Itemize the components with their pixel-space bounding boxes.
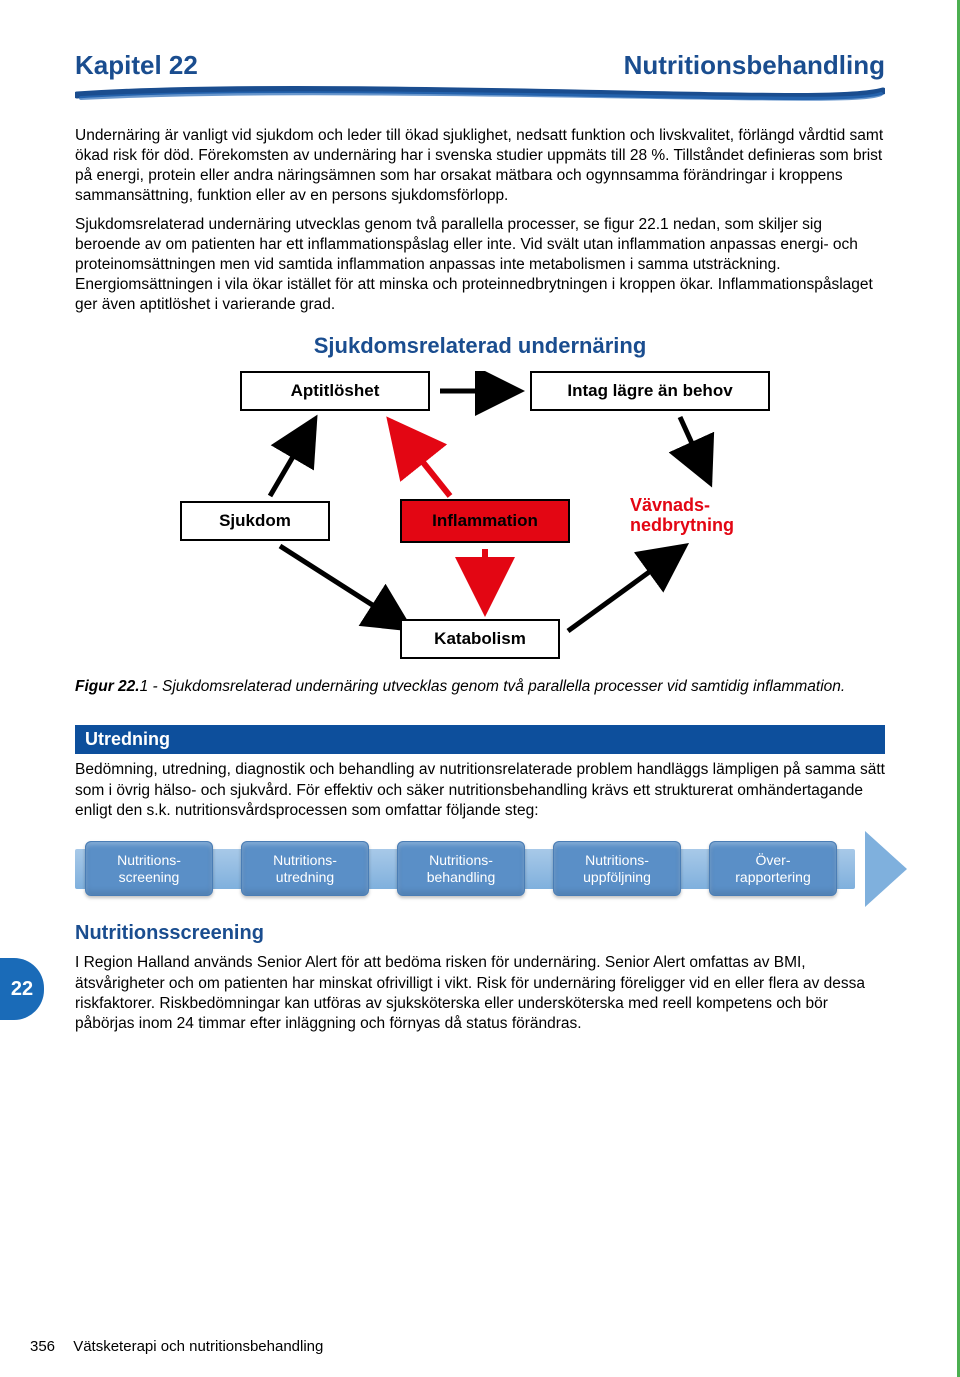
- node-inflammation: Inflammation: [400, 499, 570, 543]
- process-flow: Nutritions- screening Nutritions- utredn…: [75, 841, 885, 897]
- figure-caption-label: Figur 22.: [75, 678, 140, 695]
- page-footer: 356 Vätsketerapi och nutritionsbehandlin…: [30, 1338, 323, 1355]
- intro-paragraph-1: Undernäring är vanligt vid sjukdom och l…: [75, 126, 885, 207]
- figure-caption: Figur 22.1 - Sjukdomsrelaterad undernäri…: [75, 677, 885, 697]
- process-arrow-head-icon: [865, 831, 907, 907]
- running-title: Vätsketerapi och nutritionsbehandling: [73, 1338, 323, 1355]
- page-number: 356: [30, 1338, 55, 1355]
- node-aptitloshet: Aptitlöshet: [240, 371, 430, 411]
- section-bar-utredning: Utredning: [75, 725, 885, 754]
- process-step-4: Nutritions- uppföljning: [553, 841, 681, 897]
- figure-title: Sjukdomsrelaterad undernäring: [75, 333, 885, 359]
- brush-underline: [75, 85, 885, 103]
- chapter-header: Kapitel 22 Nutritionsbehandling: [75, 50, 885, 81]
- screening-body: I Region Halland används Senior Alert fö…: [75, 953, 885, 1034]
- node-intag: Intag lägre än behov: [530, 371, 770, 411]
- page-content: Kapitel 22 Nutritionsbehandling Undernär…: [0, 0, 960, 1072]
- chapter-title: Nutritionsbehandling: [624, 50, 885, 81]
- process-step-2: Nutritions- utredning: [241, 841, 369, 897]
- chapter-label: Kapitel 22: [75, 50, 198, 81]
- process-step-1: Nutritions- screening: [85, 841, 213, 897]
- node-sjukdom: Sjukdom: [180, 501, 330, 541]
- process-step-5: Över- rapportering: [709, 841, 837, 897]
- node-vavnads: Vävnads- nedbrytning: [630, 496, 800, 536]
- subheading-screening: Nutritionsscreening: [75, 922, 885, 945]
- figure-caption-text: 1 - Sjukdomsrelaterad undernäring utveck…: [140, 678, 846, 695]
- process-step-3: Nutritions- behandling: [397, 841, 525, 897]
- intro-paragraph-2: Sjukdomsrelaterad undernäring utvecklas …: [75, 215, 885, 316]
- node-katabolism: Katabolism: [400, 619, 560, 659]
- flowchart-diagram: Aptitlöshet Intag lägre än behov Sjukdom…: [120, 371, 840, 671]
- utredning-body: Bedömning, utredning, diagnostik och beh…: [75, 760, 885, 820]
